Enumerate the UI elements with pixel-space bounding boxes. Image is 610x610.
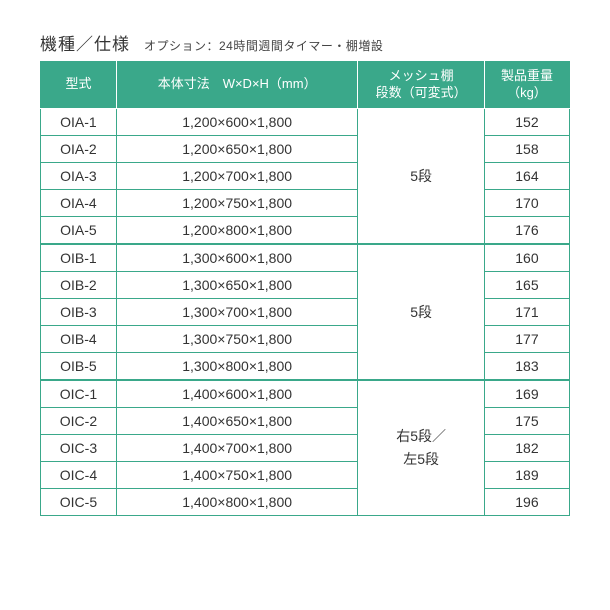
title-row: 機種／仕様 オプション：24時間週間タイマー・棚増設 bbox=[40, 30, 570, 55]
cell-shelf: 5段 bbox=[358, 108, 485, 244]
header-weight: 製品重量 （kg） bbox=[484, 62, 569, 109]
spec-table: 型式 本体寸法 W×D×H（mm） メッシュ棚 段数（可変式） 製品重量 （kg… bbox=[40, 61, 570, 516]
cell-dimensions: 1,400×800×1,800 bbox=[116, 488, 358, 515]
header-shelf-l1: メッシュ棚 bbox=[389, 68, 454, 83]
cell-dimensions: 1,400×600×1,800 bbox=[116, 380, 358, 408]
cell-dimensions: 1,300×700×1,800 bbox=[116, 298, 358, 325]
cell-dimensions: 1,400×750×1,800 bbox=[116, 461, 358, 488]
header-weight-l2: （kg） bbox=[507, 85, 547, 100]
cell-weight: 165 bbox=[484, 271, 569, 298]
header-weight-l1: 製品重量 bbox=[501, 68, 553, 83]
table-row: OIA-51,200×800×1,800 176 bbox=[41, 216, 570, 244]
cell-model: OIA-1 bbox=[41, 108, 117, 135]
cell-model: OIC-5 bbox=[41, 488, 117, 515]
table-row: OIB-31,300×700×1,800 171 bbox=[41, 298, 570, 325]
table-row: OIC-51,400×800×1,800 196 bbox=[41, 488, 570, 515]
cell-weight: 176 bbox=[484, 216, 569, 244]
cell-model: OIA-5 bbox=[41, 216, 117, 244]
cell-dimensions: 1,200×750×1,800 bbox=[116, 189, 358, 216]
cell-model: OIB-1 bbox=[41, 244, 117, 272]
cell-weight: 152 bbox=[484, 108, 569, 135]
cell-shelf: 右5段／左5段 bbox=[358, 380, 485, 516]
cell-dimensions: 1,300×600×1,800 bbox=[116, 244, 358, 272]
header-model: 型式 bbox=[41, 62, 117, 109]
cell-weight: 171 bbox=[484, 298, 569, 325]
cell-shelf: 5段 bbox=[358, 244, 485, 380]
table-row: OIA-41,200×750×1,800 170 bbox=[41, 189, 570, 216]
cell-weight: 170 bbox=[484, 189, 569, 216]
table-row: OIA-11,200×600×1,8005段152 bbox=[41, 108, 570, 135]
cell-weight: 189 bbox=[484, 461, 569, 488]
table-row: OIA-31,200×700×1,800 164 bbox=[41, 162, 570, 189]
cell-dimensions: 1,200×700×1,800 bbox=[116, 162, 358, 189]
cell-weight: 164 bbox=[484, 162, 569, 189]
table-row: OIC-41,400×750×1,800 189 bbox=[41, 461, 570, 488]
cell-dimensions: 1,300×750×1,800 bbox=[116, 325, 358, 352]
cell-weight: 177 bbox=[484, 325, 569, 352]
header-dimensions: 本体寸法 W×D×H（mm） bbox=[116, 62, 358, 109]
cell-model: OIA-3 bbox=[41, 162, 117, 189]
header-shelf-l2: 段数（可変式） bbox=[376, 85, 467, 100]
cell-dimensions: 1,400×650×1,800 bbox=[116, 407, 358, 434]
cell-model: OIA-2 bbox=[41, 135, 117, 162]
page-subtitle: オプション：24時間週間タイマー・棚増設 bbox=[144, 37, 383, 54]
cell-model: OIB-4 bbox=[41, 325, 117, 352]
cell-weight: 183 bbox=[484, 352, 569, 380]
cell-model: OIA-4 bbox=[41, 189, 117, 216]
table-row: OIB-41,300×750×1,800 177 bbox=[41, 325, 570, 352]
cell-model: OIC-4 bbox=[41, 461, 117, 488]
cell-model: OIB-2 bbox=[41, 271, 117, 298]
table-row: OIC-11,400×600×1,800右5段／左5段169 bbox=[41, 380, 570, 408]
cell-dimensions: 1,400×700×1,800 bbox=[116, 434, 358, 461]
table-row: OIB-11,300×600×1,8005段160 bbox=[41, 244, 570, 272]
cell-model: OIC-1 bbox=[41, 380, 117, 408]
cell-dimensions: 1,300×650×1,800 bbox=[116, 271, 358, 298]
cell-model: OIB-3 bbox=[41, 298, 117, 325]
cell-dimensions: 1,200×600×1,800 bbox=[116, 108, 358, 135]
cell-weight: 160 bbox=[484, 244, 569, 272]
cell-model: OIC-3 bbox=[41, 434, 117, 461]
table-row: OIC-21,400×650×1,800 175 bbox=[41, 407, 570, 434]
header-shelf: メッシュ棚 段数（可変式） bbox=[358, 62, 485, 109]
cell-weight: 182 bbox=[484, 434, 569, 461]
table-row: OIB-21,300×650×1,800 165 bbox=[41, 271, 570, 298]
cell-dimensions: 1,200×650×1,800 bbox=[116, 135, 358, 162]
table-row: OIC-31,400×700×1,800 182 bbox=[41, 434, 570, 461]
cell-model: OIC-2 bbox=[41, 407, 117, 434]
table-header-row: 型式 本体寸法 W×D×H（mm） メッシュ棚 段数（可変式） 製品重量 （kg… bbox=[41, 62, 570, 109]
cell-weight: 175 bbox=[484, 407, 569, 434]
cell-dimensions: 1,200×800×1,800 bbox=[116, 216, 358, 244]
page-title: 機種／仕様 bbox=[40, 30, 130, 55]
cell-weight: 196 bbox=[484, 488, 569, 515]
cell-dimensions: 1,300×800×1,800 bbox=[116, 352, 358, 380]
table-row: OIB-51,300×800×1,800 183 bbox=[41, 352, 570, 380]
cell-weight: 169 bbox=[484, 380, 569, 408]
cell-weight: 158 bbox=[484, 135, 569, 162]
table-row: OIA-21,200×650×1,800 158 bbox=[41, 135, 570, 162]
cell-model: OIB-5 bbox=[41, 352, 117, 380]
